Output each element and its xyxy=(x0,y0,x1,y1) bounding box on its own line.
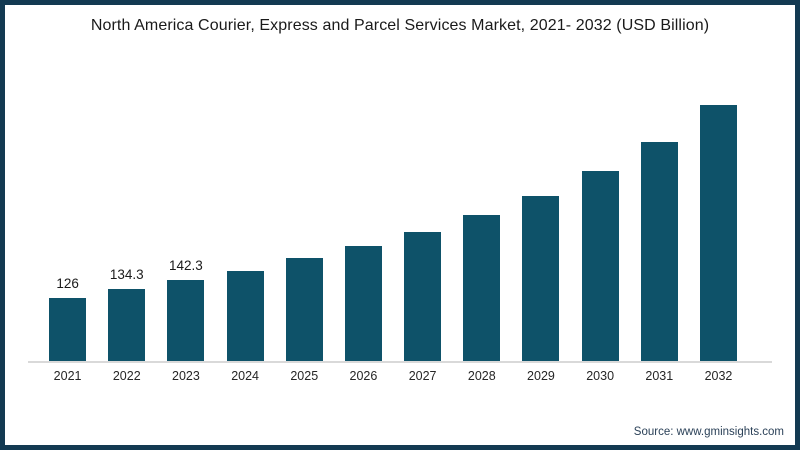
bar-2022 xyxy=(108,289,146,361)
bar-2024 xyxy=(226,271,264,361)
bar-column-2028 xyxy=(452,103,511,361)
bar-column-2027 xyxy=(393,103,452,361)
x-axis-line xyxy=(28,361,772,363)
x-axis-labels: 2021 2022 2023 2024 2025 2026 2027 2028 2029 2030… xyxy=(38,369,748,383)
bar-column-2030 xyxy=(571,103,630,361)
bar-2028 xyxy=(463,215,501,361)
x-axis-label: 2032 xyxy=(704,369,733,383)
bar-column-2029 xyxy=(511,103,570,361)
bar-column-2026 xyxy=(334,103,393,361)
bar-column-2022: 134.3 xyxy=(97,103,156,361)
bar-2029 xyxy=(522,196,560,361)
x-axis-label: 2029 xyxy=(527,369,555,383)
bar-2025 xyxy=(285,258,323,361)
x-axis-label: 2025 xyxy=(290,369,319,383)
bar-2026 xyxy=(344,246,382,361)
bar-2021 xyxy=(49,298,87,361)
chart-title: North America Courier, Express and Parce… xyxy=(90,17,710,34)
bars-row: 126 134.3 142.3 xyxy=(38,103,748,361)
bar-column-2021: 126 xyxy=(38,103,97,361)
bar-column-2025 xyxy=(275,103,334,361)
x-axis-label: 2021 xyxy=(53,369,82,383)
x-axis-label: 2030 xyxy=(586,369,615,383)
bar-2032 xyxy=(699,105,737,361)
bar-column-2023: 142.3 xyxy=(156,103,215,361)
x-axis-label: 2023 xyxy=(172,369,200,383)
bar-column-2031 xyxy=(630,103,689,361)
x-axis-label: 2031 xyxy=(645,369,674,383)
x-axis-label: 2026 xyxy=(349,369,378,383)
bar-value-label: 134.3 xyxy=(109,267,144,282)
bar-2030 xyxy=(581,171,619,361)
bar-value-label: 126 xyxy=(56,276,79,291)
bar-2023 xyxy=(167,280,205,361)
bar-value-label: 142.3 xyxy=(169,258,203,273)
bar-column-2024 xyxy=(216,103,275,361)
x-axis-label: 2028 xyxy=(467,369,496,383)
bar-2031 xyxy=(640,142,678,361)
x-axis-label: 2027 xyxy=(408,369,437,383)
x-axis-label: 2022 xyxy=(112,369,141,383)
source-credit: Source: www.gminsights.com xyxy=(633,426,784,438)
x-axis-label: 2024 xyxy=(231,369,259,383)
bar-2027 xyxy=(404,232,442,361)
bar-column-2032 xyxy=(689,103,748,361)
